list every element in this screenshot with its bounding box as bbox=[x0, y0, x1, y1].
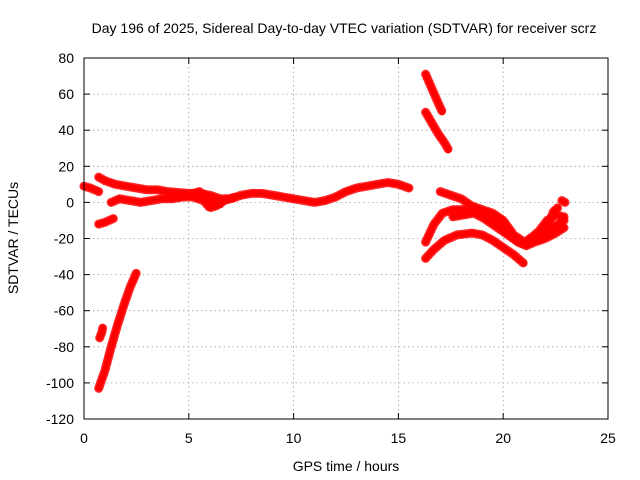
series-trace-13-markers bbox=[421, 228, 529, 269]
series-trace-8-markers bbox=[421, 69, 447, 117]
y-tick-label: -100 bbox=[46, 375, 74, 391]
series-trace-6-markers bbox=[95, 322, 108, 343]
axis-ticks: 0 5 10 15 20 25 -120 -100 -80 -60 -40 -20 0 20 40 60 80 bbox=[46, 50, 616, 446]
y-tick-label: 40 bbox=[58, 122, 74, 138]
x-tick-label: 0 bbox=[80, 430, 88, 446]
series-trace-7-markers bbox=[94, 268, 141, 393]
x-tick-label: 15 bbox=[391, 430, 407, 446]
x-axis-label: GPS time / hours bbox=[293, 458, 400, 474]
y-axis-label: SDTVAR / TECUs bbox=[5, 182, 21, 294]
y-tick-label: -60 bbox=[54, 303, 74, 319]
series-trace-15-markers bbox=[557, 196, 570, 207]
series-trace-2-markers bbox=[94, 172, 414, 207]
series-trace-4-markers bbox=[173, 187, 225, 209]
y-tick-label: -40 bbox=[54, 267, 74, 283]
series-trace-9-markers bbox=[421, 107, 454, 155]
x-tick-label: 20 bbox=[495, 430, 511, 446]
y-tick-label: -20 bbox=[54, 231, 74, 247]
x-tick-label: 5 bbox=[185, 430, 193, 446]
series-trace-14-markers bbox=[525, 203, 563, 243]
x-tick-label: 25 bbox=[600, 430, 616, 446]
chart-title: Day 196 of 2025, Sidereal Day-to-day VTE… bbox=[92, 20, 597, 36]
y-tick-label: -80 bbox=[54, 339, 74, 355]
y-tick-label: 0 bbox=[66, 194, 74, 210]
y-tick-label: 20 bbox=[58, 158, 74, 174]
data-series bbox=[79, 69, 570, 393]
x-tick-label: 10 bbox=[286, 430, 302, 446]
series-trace-1-markers bbox=[79, 181, 104, 197]
y-tick-label: 60 bbox=[58, 86, 74, 102]
y-tick-label: 80 bbox=[58, 50, 74, 66]
y-tick-label: -120 bbox=[46, 411, 74, 427]
grid bbox=[84, 58, 608, 419]
series-trace-5-markers bbox=[94, 214, 118, 229]
